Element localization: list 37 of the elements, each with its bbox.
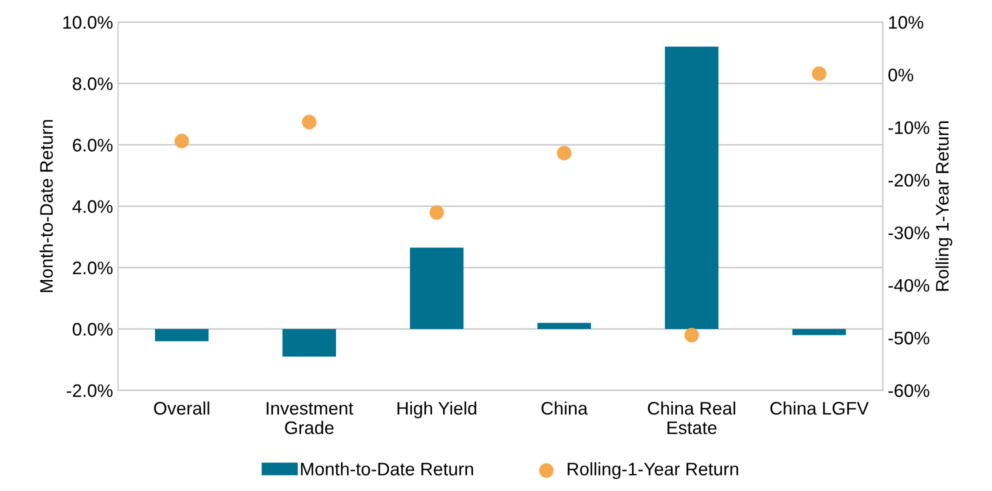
x-tick-label: High Yield — [398, 401, 476, 418]
y-tick-label: 10.0% — [63, 16, 113, 29]
x-tick-label: China Real Estate — [648, 401, 736, 434]
y-axis-title: Month-to-Date Return — [40, 120, 53, 292]
y2-tick-label: 10% — [889, 16, 924, 29]
y-tick-label: 0.0% — [72, 322, 113, 336]
bar — [155, 328, 209, 342]
bar — [537, 322, 591, 329]
y2-tick-label: -60% — [888, 384, 930, 398]
y-tick-label: 4.0% — [72, 200, 113, 213]
y2-tick-label: -20% — [888, 174, 930, 187]
x-tick-label: Investment Grade — [266, 402, 354, 434]
y2-tick-label: 0% — [888, 68, 914, 82]
point — [174, 134, 190, 148]
y2-tick-label: -40% — [888, 279, 930, 292]
point — [556, 146, 572, 160]
bar — [410, 248, 464, 329]
legend-label: Rolling-1-Year Return — [568, 462, 738, 480]
point — [302, 114, 317, 130]
bar — [282, 328, 336, 357]
y2-tick-label: -50% — [888, 332, 930, 344]
point — [429, 205, 444, 220]
x-tick-label: Overall — [154, 401, 210, 415]
y-tick-label: -2.0% — [66, 384, 113, 398]
point — [812, 66, 826, 81]
x-tick-label: China LGFV — [770, 401, 869, 415]
y2-tick-label: -10% — [888, 121, 930, 134]
y-tick-label: 6.0% — [72, 138, 113, 152]
bar — [792, 328, 846, 336]
legend-label: Month-to-Date Return — [301, 462, 474, 476]
y-tick-label: 2.0% — [72, 262, 113, 274]
point — [684, 328, 699, 342]
y2-axis-title: Rolling 1-Year Return — [935, 121, 952, 291]
y2-tick-label: -30% — [888, 226, 930, 240]
y-tick-label: 8.0% — [72, 77, 113, 90]
x-tick-label: China — [542, 401, 588, 415]
bar — [664, 46, 718, 329]
